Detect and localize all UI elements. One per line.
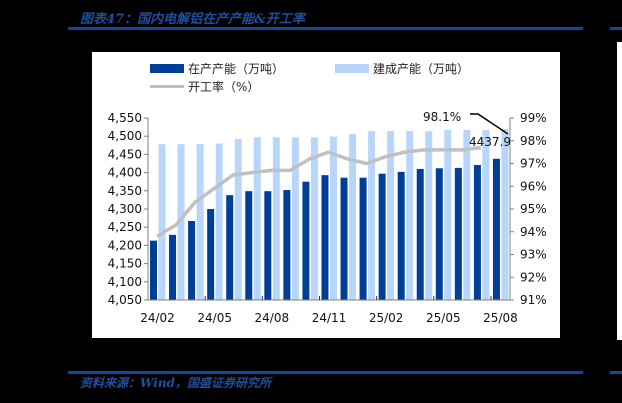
legend-item-operating-rate: 开工率（%） [150,78,259,95]
annotation-pointer [470,113,509,135]
bar-in-production [245,191,253,300]
bar-in-production [169,234,177,300]
left-tick-label: 4,350 [108,184,142,198]
x-tick-label: 25/08 [483,311,518,325]
legend-item-in-production: 在产产能（万吨） [150,60,284,77]
bar-built-capacity [406,131,414,300]
bar-in-production [416,168,424,300]
bar-in-production [226,195,234,300]
bar-built-capacity [177,144,185,300]
bar-in-production [473,164,481,300]
bar-in-production [150,240,157,300]
bar-built-capacity [463,130,471,300]
bar-in-production [492,158,500,300]
bar-built-capacity [349,134,357,300]
bar-in-production [321,175,329,300]
x-tick-label: 24/02 [140,311,175,325]
bar-built-capacity [501,128,509,300]
right-tick-label: 93% [520,248,547,262]
x-tick-label: 25/05 [426,311,461,325]
bar-built-capacity [253,137,261,300]
legend-label: 开工率（%） [188,80,260,94]
left-tick-label: 4,400 [108,166,142,180]
bar-built-capacity [310,137,318,300]
title-underline-right [610,27,622,30]
bar-built-capacity [272,137,280,300]
bar-built-capacity [329,136,337,300]
left-tick-label: 4,150 [108,257,142,271]
figure-title: 图表47：国内电解铝在产产能&开工率 [80,12,305,27]
adjacent-panel-edge [617,42,622,340]
bar-in-production [283,190,291,300]
bar-in-production [302,181,310,300]
bar-in-production [397,171,405,300]
bar-in-production [435,168,443,300]
annotation-rate-label: 98.1% [423,110,461,124]
source-overline-right [610,371,622,374]
left-tick-label: 4,250 [108,220,142,234]
bar-built-capacity [482,130,490,300]
operating-rate-line [156,145,482,238]
left-tick-label: 4,550 [108,111,142,125]
bar-built-capacity [234,139,242,300]
right-tick-label: 99% [520,111,547,125]
x-tick-label: 24/11 [312,311,347,325]
left-tick-label: 4,050 [108,293,142,307]
annotation-capacity-label: 4437.9 [469,135,511,149]
legend-label: 在产产能（万吨） [188,62,285,76]
source-overline [68,371,583,374]
bar-built-capacity [425,131,433,300]
bar-in-production [454,167,462,300]
legend-swatch-light-blue [335,64,369,73]
left-tick-label: 4,300 [108,202,142,216]
bar-in-production [264,191,272,300]
bar-built-capacity [444,130,452,300]
left-tick-label: 4,200 [108,238,142,252]
right-tick-label: 91% [520,293,547,307]
bar-built-capacity [368,131,376,300]
right-tick-label: 98% [520,134,547,148]
bar-in-production [207,209,215,300]
x-tick-label: 24/08 [255,311,290,325]
left-tick-label: 4,450 [108,147,142,161]
left-tick-label: 4,100 [108,275,142,289]
legend-swatch-dark-blue [150,64,184,73]
bar-built-capacity [196,144,204,300]
x-tick-label: 24/05 [197,311,232,325]
right-tick-label: 92% [520,270,547,284]
title-underline [68,27,583,30]
bar-built-capacity [387,131,395,300]
source-note: 资料来源：Wind，国盛证券研究所 [80,376,271,390]
bar-built-capacity [158,144,166,300]
legend-swatch-gray-line [150,85,184,88]
bar-built-capacity [291,137,299,300]
right-tick-label: 94% [520,225,547,239]
bar-in-production [340,177,348,300]
bar-built-capacity [215,143,223,300]
left-tick-label: 4,500 [108,129,142,143]
legend-label: 建成产能（万吨） [373,62,470,76]
bar-in-production [188,221,196,300]
legend-item-built: 建成产能（万吨） [335,60,469,77]
right-tick-label: 95% [520,202,547,216]
right-tick-label: 96% [520,179,547,193]
x-tick-label: 25/02 [369,311,404,325]
right-tick-label: 97% [520,157,547,171]
bar-in-production [359,177,367,300]
bar-in-production [378,173,386,300]
